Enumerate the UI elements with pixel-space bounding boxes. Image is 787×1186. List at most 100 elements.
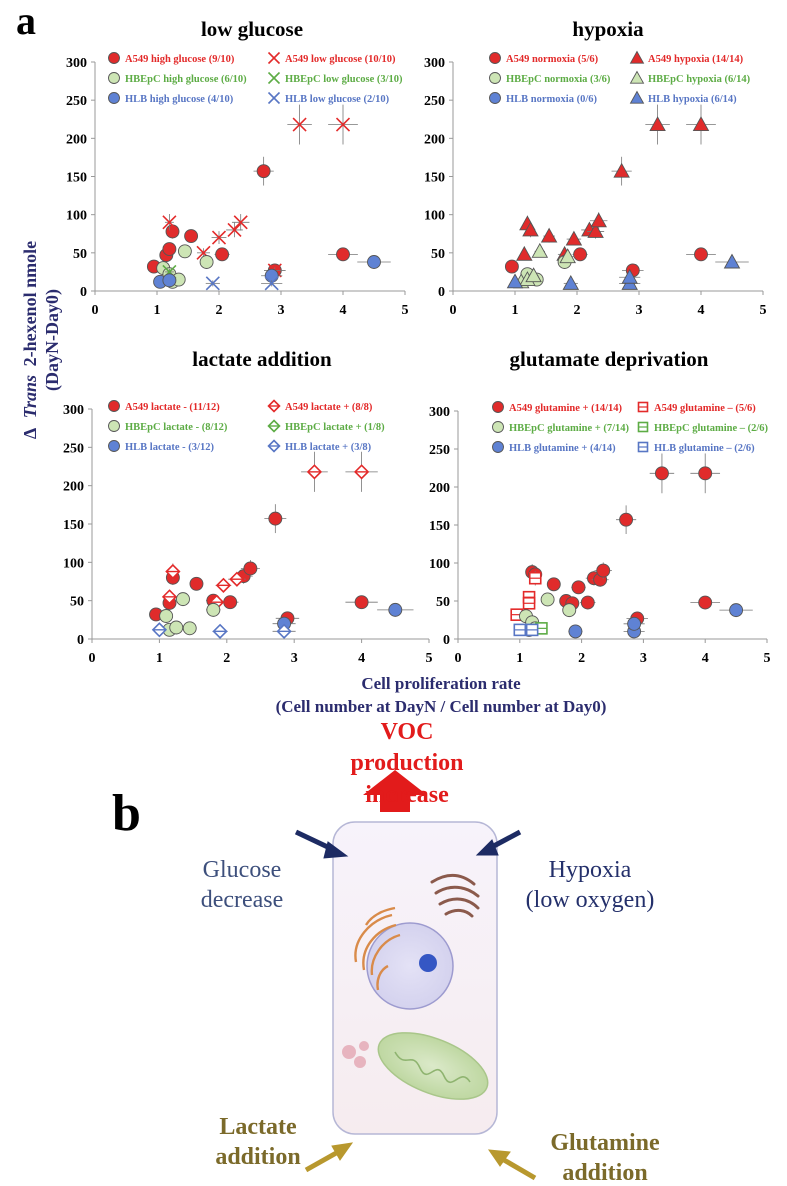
y-tick-label: 300 (424, 56, 445, 71)
data-point (546, 577, 561, 592)
x-tick-label: 0 (89, 651, 96, 666)
data-point (162, 242, 177, 256)
y-tick-label: 200 (63, 480, 84, 495)
y-tick-label: 0 (80, 285, 87, 300)
x-tick-label: 3 (640, 651, 647, 666)
data-point (729, 603, 744, 618)
glucose-arrow-icon (294, 829, 349, 859)
x-tick-label: 5 (764, 651, 771, 666)
legend-marker (637, 421, 649, 433)
y-tick-label: 100 (63, 556, 84, 571)
x-tick-label: 3 (291, 651, 298, 666)
data-point (161, 589, 178, 605)
voc-label-3: increase (365, 782, 449, 808)
y-tick-label: 300 (66, 56, 87, 71)
legend-marker (108, 72, 120, 84)
x-tick-label: 3 (636, 303, 643, 318)
legend-marker (267, 91, 281, 105)
y-tick-label: 250 (429, 443, 450, 458)
y-label-italic: Trans (20, 375, 40, 418)
mitochondrion (377, 1032, 489, 1100)
legend-label: HLB lactate - (3/12) (125, 442, 214, 453)
legend-marker (267, 51, 281, 65)
data-point (531, 242, 549, 258)
legend-label: HBEpC glutamine + (7/14) (509, 423, 630, 434)
data-point (587, 223, 604, 238)
chart-hypoxia: hypoxia 0 50 100 150 200 250 300 0 1 2 3 4 5 A549 norm… (424, 17, 767, 318)
data-point (215, 577, 232, 593)
legend-marker (108, 52, 120, 64)
data-point (199, 255, 214, 269)
data-point (306, 464, 323, 480)
legend-marker (492, 421, 504, 433)
y-tick-label: 50 (70, 595, 84, 610)
x-tick-label: 3 (278, 303, 285, 318)
data-point (506, 273, 524, 289)
data-point (206, 602, 221, 617)
data-point (654, 466, 669, 481)
data-point (229, 571, 245, 587)
chart-low-glucose: low glucose 0 50 100 150 200 250 300 0 1 2 3 4 5 A549 … (66, 17, 409, 318)
legend-label: HLB glutamine – (2/6) (654, 443, 755, 454)
data-point (256, 164, 271, 179)
chart-title: low glucose (201, 17, 303, 41)
data-point (162, 273, 177, 288)
y-tick-label: 100 (424, 209, 445, 224)
chart-title: hypoxia (572, 17, 644, 41)
legend-marker (492, 401, 504, 413)
data-point (559, 248, 576, 264)
data-point (159, 609, 174, 623)
legend-label: HLB normoxia (0/6) (506, 94, 598, 105)
vesicle (354, 1056, 366, 1068)
legend-label: HBEpC lactate + (1/8) (285, 422, 385, 433)
glucose-label-2: decrease (201, 887, 284, 913)
x-label-line1: Cell proliferation rate (361, 674, 521, 693)
data-point (516, 245, 533, 261)
legend-label: HBEpC lactate - (8/12) (125, 422, 228, 433)
legend-label: A549 lactate + (8/8) (285, 402, 373, 413)
data-point (568, 624, 583, 639)
chart-lactate-addition: lactate addition 0 50 100 150 200 250 300 0 1 2 3 4 5… (63, 347, 433, 666)
y-tick-label: 300 (63, 403, 84, 418)
data-point (223, 595, 238, 610)
legend-marker (489, 92, 501, 104)
y-tick-label: 150 (429, 519, 450, 534)
legend-label: A549 low glucose (10/10) (285, 54, 396, 65)
x-tick-label: 4 (698, 303, 705, 318)
vesicle (342, 1045, 356, 1059)
y-tick-label: 250 (63, 441, 84, 456)
data-point (580, 595, 595, 610)
x-tick-label: 4 (340, 303, 347, 318)
data-point (165, 563, 181, 580)
data-point (698, 466, 713, 481)
data-point (522, 596, 536, 610)
data-point (276, 623, 292, 639)
x-tick-label: 2 (223, 651, 230, 666)
data-point (162, 215, 177, 230)
glucose-label-1: Glucose (203, 857, 282, 883)
data-point (388, 602, 403, 617)
data-point (562, 274, 580, 290)
data-point (264, 268, 279, 283)
legend-label: A549 lactate - (11/12) (125, 402, 220, 413)
data-point (336, 247, 350, 262)
x-tick-label: 0 (92, 303, 99, 318)
chart-glutamate-deprivation: glutamate deprivation 0 50 100 150 200 250 300 0… (429, 347, 771, 666)
hypoxia-label-1: Hypoxia (549, 857, 632, 883)
legend-label: HBEpC low glucose (3/10) (285, 74, 403, 85)
y-tick-label: 300 (429, 405, 450, 420)
legend-label: HLB glutamine + (4/14) (509, 443, 616, 454)
data-point (189, 576, 204, 591)
y-tick-label: 0 (438, 285, 445, 300)
y-axis-label: Δ Trans 2-hexenol nmole (DayN-Day0) (20, 241, 63, 439)
x-tick-label: 2 (216, 303, 223, 318)
legend-marker (267, 71, 281, 85)
y-label-rest: 2-hexenol nmole (20, 241, 40, 367)
voc-label-2: production (351, 750, 464, 776)
legend-label: HLB lactate + (3/8) (285, 442, 372, 453)
legend-marker (629, 50, 645, 64)
x-label-line2: (Cell number at DayN / Cell number at Da… (276, 697, 607, 716)
legend-label: HBEpC glutamine – (2/6) (654, 423, 769, 434)
data-point (565, 230, 583, 246)
